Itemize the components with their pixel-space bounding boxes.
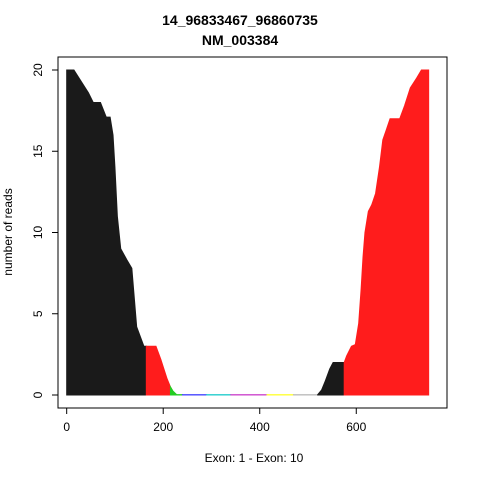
- area-segment-1: [66, 69, 147, 396]
- y-tick-label: 10: [31, 226, 45, 240]
- area-segment-9: [317, 362, 345, 396]
- x-tick-label: 600: [346, 420, 366, 434]
- area-segment-3: [169, 385, 184, 396]
- x-axis-label: Exon: 1 - Exon: 10: [205, 451, 304, 465]
- area-segment-2: [145, 345, 175, 396]
- y-axis: 0 5 10 15 20: [31, 63, 59, 398]
- x-tick-label: 200: [153, 420, 173, 434]
- area-segment-10: [343, 69, 430, 396]
- x-tick-label: 0: [63, 420, 70, 434]
- x-axis: 0 200 400 600: [63, 407, 367, 434]
- y-axis-label: number of reads: [1, 188, 15, 275]
- y-tick-label: 0: [31, 391, 45, 398]
- y-tick-label: 5: [31, 310, 45, 317]
- x-tick-label: 400: [250, 420, 270, 434]
- y-tick-label: 20: [31, 63, 45, 77]
- chart-subtitle: NM_003384: [202, 32, 278, 48]
- y-tick-label: 15: [31, 144, 45, 158]
- chart-title: 14_96833467_96860735: [162, 12, 318, 28]
- area-series-group: [66, 69, 430, 396]
